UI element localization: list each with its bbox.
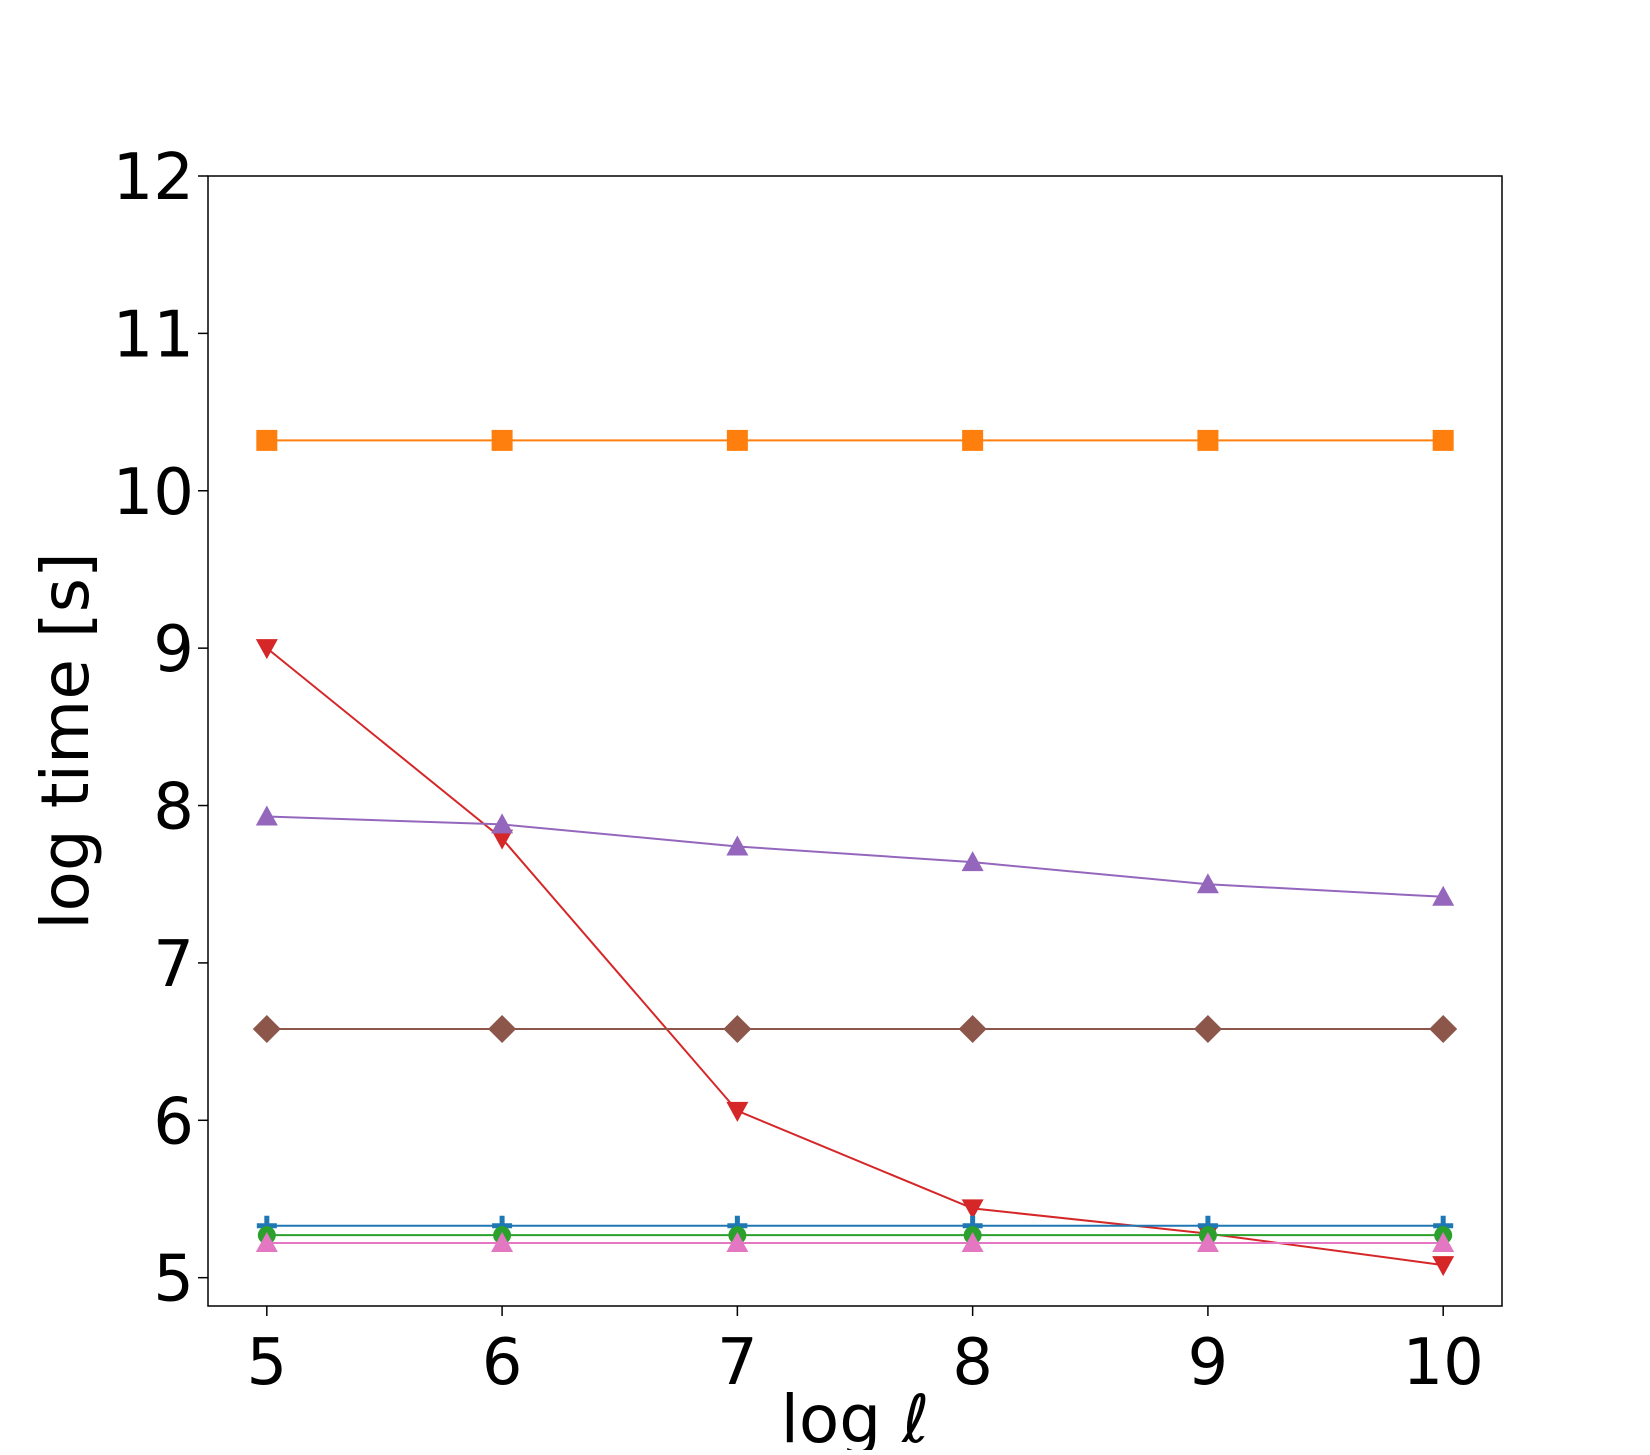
data-point <box>726 1101 749 1122</box>
data-point <box>1432 1232 1455 1253</box>
data-point <box>961 1199 984 1220</box>
data-point <box>726 1232 749 1253</box>
data-point <box>962 429 984 451</box>
data-point <box>723 1015 752 1044</box>
y-tick-label: 7 <box>153 928 194 1002</box>
x-tick-label: 9 <box>1188 1326 1229 1400</box>
data-point <box>958 1015 987 1044</box>
series-layer <box>252 429 1458 1277</box>
series <box>255 805 1455 906</box>
series <box>255 639 1455 1277</box>
series <box>256 429 1454 451</box>
data-point <box>488 1015 517 1044</box>
data-point <box>1429 1015 1458 1044</box>
series-line <box>266 815 1444 898</box>
y-tick-label: 11 <box>113 298 194 372</box>
ticks-layer: 5 6 7 8 9 10 5 6 7 8 9 10 11 12 <box>113 141 1484 1400</box>
data-point <box>255 805 278 826</box>
series-line <box>266 647 1444 1267</box>
y-tick-label: 12 <box>113 141 194 215</box>
y-tick-label: 6 <box>153 1085 194 1159</box>
data-point <box>1196 1232 1219 1253</box>
data-point <box>252 1015 281 1044</box>
data-point <box>1432 429 1454 451</box>
data-point <box>491 813 514 834</box>
data-point <box>1432 1256 1455 1277</box>
x-axis-label: log ℓ <box>781 1381 930 1450</box>
data-point <box>726 429 748 451</box>
data-point <box>255 1232 278 1253</box>
data-point <box>961 1232 984 1253</box>
x-tick-label: 5 <box>246 1326 287 1400</box>
series <box>255 1232 1455 1253</box>
data-point <box>961 851 984 872</box>
data-point <box>1432 885 1455 906</box>
y-axis-label: log time [s] <box>27 552 104 930</box>
data-point <box>1193 1015 1222 1044</box>
data-point <box>255 639 278 660</box>
data-point <box>256 429 278 451</box>
plot-frame <box>207 175 1503 1307</box>
y-tick-label: 9 <box>153 613 194 687</box>
data-point <box>491 429 513 451</box>
x-tick-label: 6 <box>482 1326 523 1400</box>
y-tick-label: 8 <box>153 771 194 845</box>
x-tick-label: 10 <box>1402 1326 1483 1400</box>
y-tick-label: 5 <box>153 1243 194 1317</box>
data-point <box>1197 429 1219 451</box>
series <box>252 1015 1458 1044</box>
data-point <box>726 835 749 856</box>
series <box>257 1226 1453 1245</box>
series <box>256 1215 1454 1236</box>
data-point <box>491 1232 514 1253</box>
x-tick-label: 8 <box>952 1326 993 1400</box>
x-tick-label: 7 <box>717 1326 758 1400</box>
data-point <box>491 829 514 850</box>
y-tick-label: 10 <box>113 456 194 530</box>
data-point <box>1196 873 1219 894</box>
